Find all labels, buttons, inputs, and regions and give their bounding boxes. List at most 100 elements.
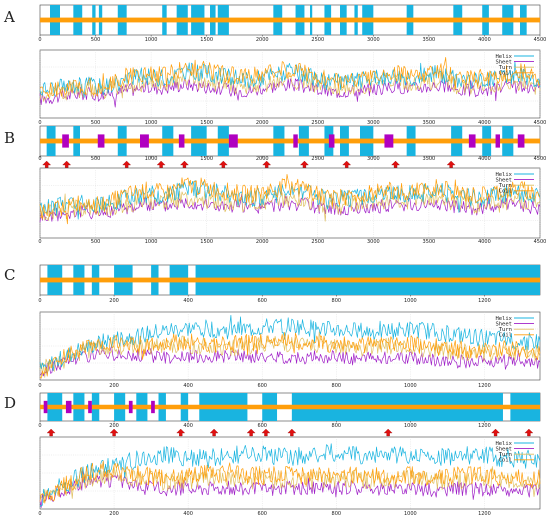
track-tick-label: 400: [183, 298, 193, 304]
position-arrow: [42, 160, 52, 169]
position-arrow: [180, 160, 189, 169]
coil-band: [40, 404, 540, 410]
series-line-coil: [39, 332, 541, 379]
sheet-segment: [151, 400, 155, 414]
track-tick-label: 500: [91, 37, 101, 43]
panel-letter-b: B: [4, 129, 15, 147]
series-line-coil: [39, 460, 541, 504]
sheet-segment: [228, 134, 238, 148]
plot-tick-label: 1000: [404, 511, 417, 517]
sheet-segment: [62, 134, 69, 148]
track-tick-label: 600: [257, 423, 267, 429]
panel-b: 0 500 1000 1500 2000 2500 3000 3500 4000 4500 0 500…: [38, 125, 547, 245]
position-arrow: [109, 428, 119, 437]
legend-label: Turn: [499, 65, 512, 71]
track-tick-label: 3000: [367, 37, 380, 43]
plot-tick-label: 2000: [256, 239, 269, 245]
coil-band: [40, 138, 540, 144]
track-tick-label: 3500: [423, 156, 436, 162]
sheet-segment: [128, 400, 133, 414]
plot-tick-label: 2500: [311, 120, 324, 126]
plot-tick-label: 4000: [478, 120, 491, 126]
legend-label: Turn: [499, 183, 512, 189]
sheet-segment: [384, 134, 394, 148]
coil-band: [40, 277, 540, 283]
plot-tick-label: 2500: [311, 239, 324, 245]
plot-tick-label: 3000: [367, 120, 380, 126]
track-tick-label: 4500: [534, 37, 547, 43]
series-line-helix: [39, 443, 541, 508]
panel-letter-a: A: [3, 8, 15, 26]
sheet-segment: [178, 134, 185, 148]
sheet-segment: [468, 134, 476, 148]
track-tick-label: 4000: [478, 156, 491, 162]
sheet-segment: [65, 400, 72, 414]
position-arrow: [262, 160, 272, 169]
plot-tick-label: 200: [109, 511, 119, 517]
legend-label: Helix: [495, 441, 512, 447]
position-arrow: [446, 160, 456, 169]
position-arrow: [62, 160, 72, 169]
plot-tick-label: 800: [332, 511, 342, 517]
position-arrow: [156, 160, 166, 169]
track-tick-label: 1200: [478, 423, 491, 429]
position-arrow: [524, 428, 534, 437]
position-arrow: [287, 428, 297, 437]
coil-band: [40, 17, 540, 23]
legend-label: Coil: [499, 458, 512, 464]
plot-tick-label: 1500: [200, 239, 213, 245]
position-arrow: [342, 160, 352, 169]
position-arrow: [218, 160, 228, 169]
sheet-segment: [97, 134, 105, 148]
plot-tick-label: 500: [91, 239, 101, 245]
plot-tick-label: 1000: [145, 239, 158, 245]
track-tick-label: 200: [109, 423, 119, 429]
track-tick-label: 4000: [478, 37, 491, 43]
track-tick-label: 0: [38, 156, 41, 162]
track-tick-label: 1000: [404, 298, 417, 304]
plot-tick-label: 400: [183, 511, 193, 517]
series-line-sheet: [39, 345, 541, 377]
plot-tick-label: 4500: [534, 239, 547, 245]
track-tick-label: 3000: [367, 156, 380, 162]
plot-tick-label: 1200: [478, 383, 491, 389]
sheet-segment: [328, 134, 335, 148]
track-tick-label: 0: [38, 298, 41, 304]
plot-tick-label: 0: [38, 511, 41, 517]
track-tick-label: 0: [38, 423, 41, 429]
track-tick-label: 3500: [423, 37, 436, 43]
plot-tick-label: 200: [109, 383, 119, 389]
track-tick-label: 2000: [256, 37, 269, 43]
series-line-helix: [39, 179, 541, 220]
position-arrow: [176, 428, 186, 437]
plot-tick-label: 1000: [145, 120, 158, 126]
panel-c: 0 200 400 600 800 1000 1200 0 200 400 600 800 1000 12…: [38, 264, 541, 389]
sheet-segment: [517, 134, 525, 148]
legend-label: Turn: [499, 327, 512, 333]
plot-tick-label: 3500: [423, 239, 436, 245]
series-line-sheet: [39, 469, 541, 508]
track-tick-label: 200: [109, 298, 119, 304]
track-tick-label: 1500: [200, 156, 213, 162]
plot-tick-label: 600: [257, 383, 267, 389]
position-arrow: [491, 428, 500, 437]
plot-tick-label: 3500: [423, 120, 436, 126]
panel-d: 0 200 400 600 800 1000 1200 0 200 400 600 800 1000 12…: [38, 392, 541, 517]
legend-label: Sheet: [495, 446, 512, 452]
plot-tick-label: 3000: [367, 239, 380, 245]
plot-tick-label: 400: [183, 383, 193, 389]
track-tick-label: 4500: [534, 156, 547, 162]
track-tick-label: 1200: [478, 298, 491, 304]
series-line-sheet: [39, 78, 541, 108]
series-line-coil: [39, 173, 541, 225]
panel-letter-c: C: [4, 266, 15, 284]
sheet-segment: [43, 400, 48, 414]
track-tick-label: 400: [183, 423, 193, 429]
position-arrow: [246, 428, 256, 437]
plot-tick-label: 0: [38, 120, 41, 126]
track-tick-label: 1000: [145, 156, 158, 162]
plot-tick-label: 1000: [404, 383, 417, 389]
track-tick-label: 2500: [311, 37, 324, 43]
plot-tick-label: 2000: [256, 120, 269, 126]
